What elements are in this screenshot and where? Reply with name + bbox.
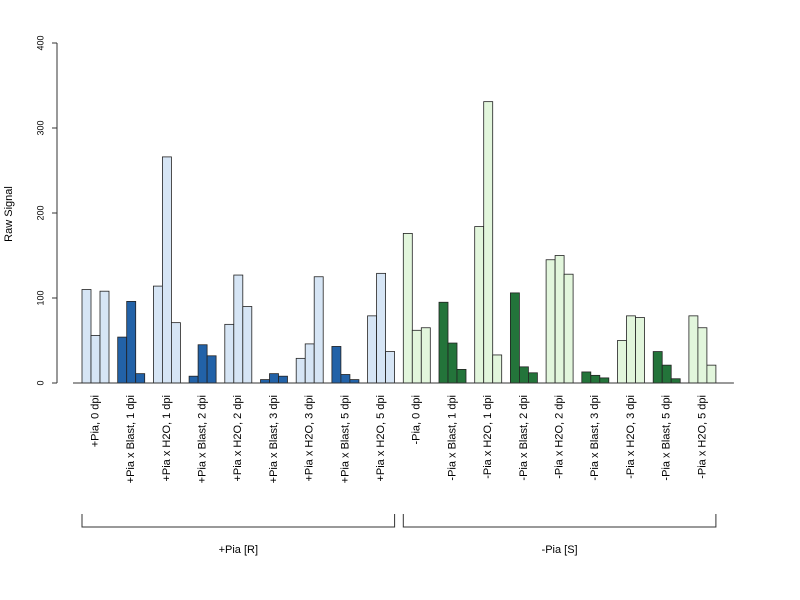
bar	[126, 300, 137, 384]
bar	[411, 329, 422, 384]
category-label: -Pia x Blast, 2 dpi	[518, 395, 530, 481]
bar	[509, 292, 520, 384]
group-bracket	[402, 514, 717, 528]
y-tick-label: 100	[35, 290, 45, 305]
y-tick-label: 0	[35, 380, 45, 385]
group-label: +Pia [R]	[219, 544, 258, 556]
bar	[581, 371, 592, 384]
bar	[99, 290, 110, 384]
bar	[269, 373, 279, 384]
bar	[161, 156, 172, 384]
y-axis-title: Raw Signal	[3, 186, 15, 242]
category-label: -Pia x H2O, 3 dpi	[625, 395, 637, 479]
bar	[492, 354, 503, 384]
bar	[278, 375, 288, 384]
category-label: -Pia x Blast, 5 dpi	[661, 395, 673, 481]
bar	[90, 334, 101, 384]
bar	[224, 323, 235, 384]
category-label: +Pia x Blast, 2 dpi	[197, 395, 209, 483]
category-label: -Pia x Blast, 3 dpi	[589, 395, 601, 481]
category-labels: +Pia, 0 dpi +Pia x Blast, 1 dpi +Pia x H2O…	[89, 395, 708, 483]
bar	[385, 351, 396, 384]
bar	[652, 351, 663, 384]
category-label: -Pia x H2O, 2 dpi	[554, 395, 566, 479]
category-label: +Pia x H2O, 1 dpi	[161, 395, 173, 482]
category-label: +Pia x H2O, 3 dpi	[304, 395, 316, 482]
bar	[456, 368, 467, 384]
bar	[376, 272, 387, 384]
category-label: -Pia x Blast, 1 dpi	[446, 395, 458, 481]
bar	[304, 343, 315, 384]
category-label: +Pia x H2O, 2 dpi	[232, 395, 244, 482]
bar	[135, 373, 146, 384]
bar	[233, 274, 244, 384]
bar	[81, 289, 92, 384]
category-label: -Pia x H2O, 5 dpi	[696, 395, 708, 479]
bar	[519, 366, 529, 384]
bar	[688, 315, 699, 384]
group-bracket	[81, 514, 396, 528]
bar	[554, 255, 565, 384]
bar	[670, 378, 681, 384]
bar	[117, 336, 128, 384]
bar	[528, 372, 538, 384]
category-label: -Pia, 0 dpi	[411, 395, 423, 445]
bar	[635, 317, 645, 384]
category-label: +Pia x Blast, 5 dpi	[339, 395, 351, 483]
bar	[474, 226, 485, 384]
category-label: +Pia x H2O, 5 dpi	[375, 395, 387, 482]
category-label: +Pia x Blast, 3 dpi	[268, 395, 280, 483]
bar	[367, 315, 378, 384]
bars	[81, 101, 717, 384]
bar	[545, 259, 556, 384]
bar	[295, 357, 306, 384]
group-brackets: +Pia [R] -Pia [S]	[81, 514, 717, 556]
bar	[188, 375, 199, 384]
bar	[626, 315, 636, 384]
bar	[152, 285, 163, 384]
bar	[697, 327, 708, 384]
bar	[349, 379, 360, 384]
bar	[197, 344, 208, 384]
bar	[617, 340, 627, 384]
bar	[563, 273, 574, 384]
bar	[402, 232, 413, 384]
y-tick-label: 300	[35, 120, 45, 135]
y-tick-label: 200	[35, 205, 45, 220]
bar	[420, 327, 431, 384]
category-label: -Pia x H2O, 1 dpi	[482, 395, 494, 479]
bar	[260, 379, 270, 384]
y-tick-label: 400	[35, 35, 45, 50]
y-axis: 0 100 200 300 400	[35, 35, 58, 386]
category-label: +Pia x Blast, 1 dpi	[125, 395, 137, 483]
bar	[706, 364, 717, 384]
bar	[447, 342, 458, 384]
bar	[590, 374, 601, 384]
bar	[242, 306, 253, 384]
category-label: +Pia, 0 dpi	[89, 395, 101, 447]
group-label: -Pia [S]	[542, 544, 578, 556]
bar	[331, 346, 342, 384]
bar	[206, 355, 217, 384]
bar	[438, 301, 449, 384]
bar	[170, 322, 181, 384]
bar	[313, 276, 324, 384]
bar	[661, 364, 672, 384]
bar	[483, 101, 494, 384]
bar	[599, 377, 610, 384]
bar	[340, 374, 351, 384]
